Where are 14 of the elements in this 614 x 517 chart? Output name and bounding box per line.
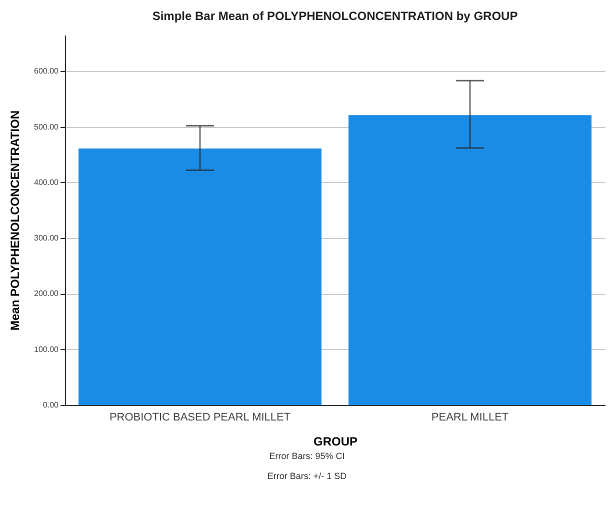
y-tick-label: 400.00 — [34, 178, 60, 187]
text: Error Bars: +/- 1 SD — [266, 471, 348, 481]
chart-title: Simple Bar Mean of POLYPHENOLCONCENTRATION by GROUP — [152, 9, 518, 23]
text: Error Bars: 95% CI — [268, 451, 346, 461]
y-tick-label: 500.00 — [34, 122, 60, 132]
y-tick-label: 0.00 — [42, 400, 60, 410]
x-tick-label: PEARL MILLET — [431, 412, 509, 424]
x-axis-title: GROUP — [313, 434, 358, 448]
y-tick-label: 300.00 — [34, 234, 60, 243]
y-tick-label: 200.00 — [34, 289, 60, 298]
y-tick-label: 600.00 — [34, 66, 60, 76]
x-tick-label: PROBIOTIC BASED PEARL MILLET — [109, 412, 291, 424]
y-tick-label: 100.00 — [34, 344, 60, 354]
y-axis-title: Mean POLYPHENOLCONCENTRATION — [8, 110, 22, 331]
